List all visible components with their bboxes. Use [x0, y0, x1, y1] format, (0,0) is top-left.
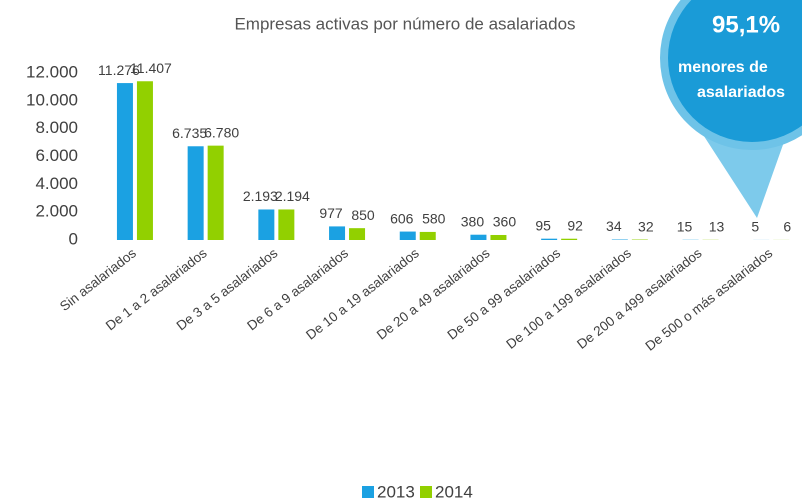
callout-bubble: [668, 0, 802, 142]
value-label: 11.276: [98, 62, 140, 78]
value-label: 92: [567, 217, 583, 233]
x-tick-label: De 20 a 49 asalariados: [374, 245, 493, 342]
y-tick-label: 0: [69, 229, 78, 248]
value-label: 32: [638, 218, 654, 234]
legend-swatch: [362, 486, 374, 498]
bar: [419, 231, 436, 240]
value-label: 13: [709, 219, 725, 235]
value-label: 2.193: [243, 188, 278, 204]
legend-label: 2014: [435, 482, 473, 501]
value-label: 5: [751, 219, 759, 235]
bar: [470, 234, 487, 240]
value-label: 606: [390, 210, 414, 226]
value-label: 977: [319, 205, 343, 221]
bar: [561, 238, 578, 240]
callout-line: menores de: [678, 59, 768, 76]
value-label: 2.194: [275, 188, 310, 204]
value-label: 6.780: [204, 124, 239, 140]
chart-title: Empresas activas por número de asalariad…: [234, 14, 575, 33]
value-label: 380: [461, 213, 485, 229]
y-tick-label: 6.000: [35, 146, 78, 165]
bar: [207, 145, 224, 240]
bar: [187, 146, 204, 240]
y-tick-label: 8.000: [35, 118, 78, 137]
x-tick-label: De 100 a 199 asalariados: [503, 245, 634, 352]
value-label: 360: [493, 214, 517, 230]
value-label: 850: [351, 207, 375, 223]
bar: [399, 231, 416, 240]
legend-swatch: [420, 486, 432, 498]
bar: [116, 83, 133, 240]
x-tick-label: De 500 o más asalariados: [642, 245, 775, 354]
bar: [136, 81, 153, 240]
x-tick-label: De 10 a 19 asalariados: [303, 245, 422, 342]
y-tick-label: 10.000: [26, 90, 78, 109]
callout-line: asalariados: [697, 84, 785, 101]
callout-value: 95,1%: [712, 11, 780, 38]
value-label: 580: [422, 211, 446, 227]
y-tick-label: 2.000: [35, 202, 78, 221]
value-label: 6: [783, 219, 791, 235]
value-label: 11.407: [130, 60, 172, 76]
value-label: 34: [606, 218, 622, 234]
y-tick-label: 4.000: [35, 174, 78, 193]
x-tick-label: De 200 a 499 asalariados: [574, 245, 705, 352]
bar: [278, 209, 295, 240]
x-tick-label: De 50 a 99 asalariados: [445, 245, 564, 342]
bar: [490, 234, 507, 240]
bar: [541, 238, 558, 240]
value-label: 95: [535, 217, 551, 233]
bar: [329, 226, 346, 240]
value-label: 6.735: [172, 125, 207, 141]
legend-label: 2013: [377, 482, 415, 501]
callout: 95,1% menores de asalariados: [660, 0, 802, 218]
value-label: 15: [677, 218, 693, 234]
bar: [258, 209, 275, 240]
y-tick-label: 12.000: [26, 62, 78, 81]
bar: [349, 228, 366, 240]
